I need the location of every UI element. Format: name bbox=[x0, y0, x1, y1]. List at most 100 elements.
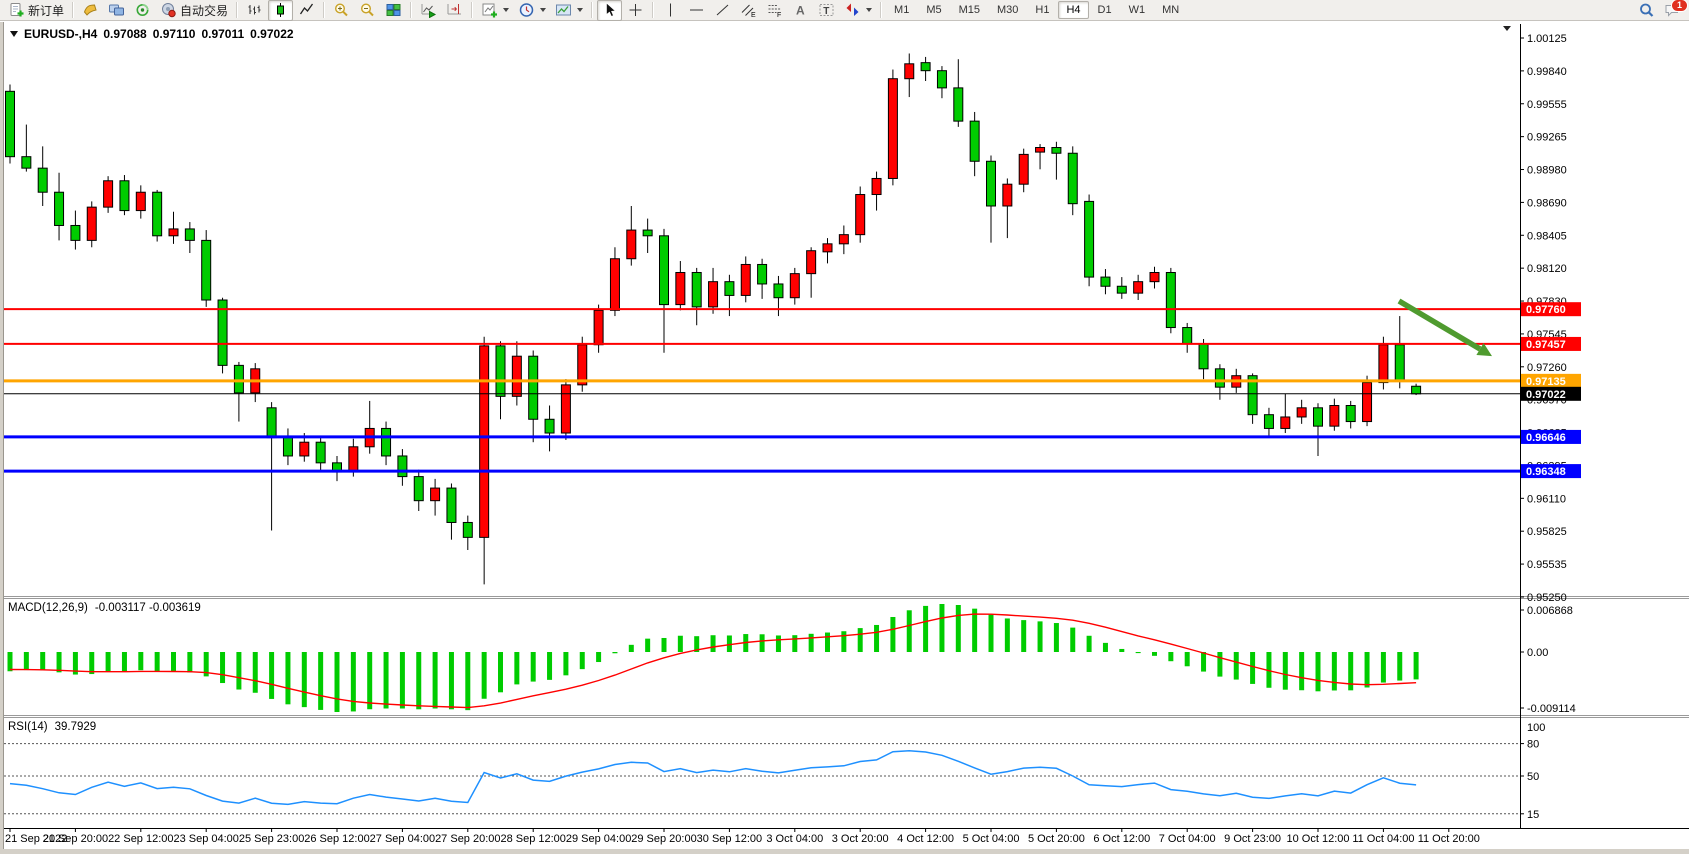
macd-histogram-bar bbox=[596, 652, 602, 663]
text-button[interactable]: A bbox=[788, 0, 813, 21]
trend-arrow-head[interactable] bbox=[1476, 343, 1492, 357]
timeframe-button-m5[interactable]: M5 bbox=[926, 4, 942, 16]
candle-up bbox=[1378, 344, 1389, 384]
new-order-button[interactable]: 新订单 bbox=[4, 0, 68, 21]
zoom-out-button[interactable] bbox=[355, 0, 380, 21]
price-badge bbox=[1521, 429, 1581, 444]
macd-histogram-bar bbox=[220, 652, 226, 684]
candle-down bbox=[184, 228, 195, 241]
candle-down bbox=[282, 437, 293, 457]
autotrading-icon bbox=[162, 3, 176, 18]
timeframe-button-m30[interactable]: M30 bbox=[997, 4, 1019, 16]
timeframe-button-m15[interactable]: M15 bbox=[958, 4, 980, 16]
candle-down bbox=[315, 441, 326, 464]
new-chart-icon bbox=[482, 3, 498, 18]
candle-up bbox=[479, 345, 490, 538]
timeframe-button-d1[interactable]: D1 bbox=[1097, 4, 1112, 16]
candle-up bbox=[838, 234, 849, 245]
candle-up bbox=[348, 446, 359, 473]
notification-badge: 1 bbox=[1671, 0, 1688, 12]
svg-text:F: F bbox=[777, 12, 781, 18]
zoom-in-icon bbox=[335, 3, 348, 17]
candle-down bbox=[1084, 200, 1095, 278]
notifications-button[interactable]: 1 bbox=[1660, 0, 1688, 21]
auto-scroll-button[interactable] bbox=[416, 0, 441, 21]
symbol-dropdown-icon[interactable] bbox=[10, 31, 18, 37]
svg-text:T: T bbox=[823, 6, 829, 17]
timeframe-button-m1[interactable]: M1 bbox=[894, 4, 910, 16]
candle-down bbox=[397, 455, 408, 478]
announcement-button[interactable] bbox=[78, 0, 103, 21]
crosshair-button[interactable] bbox=[623, 0, 648, 21]
macd-histogram-bar bbox=[612, 652, 618, 654]
macd-histogram-bar bbox=[23, 652, 29, 671]
tile-windows-button[interactable] bbox=[381, 0, 406, 21]
terminal-button[interactable] bbox=[104, 0, 129, 21]
trendline-icon bbox=[716, 4, 729, 16]
new-chart-button[interactable] bbox=[477, 0, 513, 21]
candle-down bbox=[1263, 414, 1274, 429]
candle-up bbox=[1362, 382, 1373, 423]
trendline-button[interactable] bbox=[710, 0, 735, 21]
templates-button[interactable] bbox=[551, 0, 587, 21]
candle-down bbox=[691, 271, 702, 308]
price-badge-label: 0.97022 bbox=[1526, 389, 1566, 401]
ohlc-close: 0.97022 bbox=[250, 27, 294, 41]
chevron-down-icon bbox=[540, 8, 547, 12]
rsi-name: RSI(14) bbox=[8, 721, 48, 733]
time-tick-label: 3 Oct 20:00 bbox=[832, 833, 889, 845]
sonar-icon bbox=[136, 4, 149, 16]
search-button[interactable] bbox=[1634, 0, 1659, 21]
candle-up bbox=[626, 229, 637, 260]
macd-histogram-bar bbox=[252, 652, 258, 693]
price-tick-label: 1.00125 bbox=[1527, 33, 1567, 45]
bar-chart-button[interactable] bbox=[242, 0, 267, 21]
cursor-button[interactable] bbox=[597, 0, 623, 21]
periods-button[interactable] bbox=[514, 0, 550, 21]
price-badge-label: 0.97135 bbox=[1526, 376, 1566, 388]
time-tick-label: 11 Oct 04:00 bbox=[1352, 833, 1414, 845]
candle-down bbox=[54, 191, 65, 226]
fibonacci-button[interactable]: F bbox=[762, 0, 787, 21]
macd-histogram-bar bbox=[792, 635, 798, 652]
candle-down bbox=[1067, 152, 1078, 205]
time-tick-label: 27 Sep 20:00 bbox=[435, 833, 500, 845]
horizontal-line-button[interactable] bbox=[684, 0, 709, 21]
candle-down bbox=[462, 521, 473, 538]
timeframe-button-h4[interactable]: H4 bbox=[1058, 1, 1089, 19]
timeframe-button-mn[interactable]: MN bbox=[1162, 4, 1180, 16]
vertical-line-button[interactable] bbox=[658, 0, 683, 21]
candle-down bbox=[1116, 285, 1127, 294]
macd-scale-label: -0.009114 bbox=[1527, 703, 1576, 715]
trend-arrow[interactable] bbox=[1397, 298, 1482, 352]
candle-up bbox=[740, 263, 751, 296]
time-tick-label: 4 Oct 12:00 bbox=[897, 833, 954, 845]
autotrading-button[interactable]: 自动交易 bbox=[156, 0, 232, 21]
candle-down bbox=[773, 283, 784, 299]
chevron-down-icon bbox=[577, 8, 584, 12]
chart-shift-button[interactable] bbox=[442, 0, 467, 21]
scroll-to-end-icon[interactable] bbox=[1503, 26, 1511, 31]
time-tick-label: 21 Sep 2022 bbox=[5, 833, 67, 845]
time-tick-label: 6 Oct 12:00 bbox=[1093, 833, 1150, 845]
candlestick-chart-button[interactable] bbox=[268, 0, 294, 21]
candle-down bbox=[233, 364, 244, 394]
timeframe-button-h1[interactable]: H1 bbox=[1035, 4, 1050, 16]
candle-down bbox=[1345, 405, 1356, 423]
macd-histogram-bar bbox=[1380, 652, 1386, 683]
text-label-button[interactable]: T bbox=[814, 0, 839, 21]
line-chart-button[interactable] bbox=[294, 0, 319, 21]
macd-histogram-bar bbox=[1266, 652, 1272, 688]
equidistant-channel-button[interactable]: E bbox=[736, 0, 761, 21]
toolbar-separator bbox=[72, 2, 75, 18]
time-tick-label: 22 Sep 12:00 bbox=[108, 833, 173, 845]
candle-down bbox=[1394, 344, 1405, 382]
macd-histogram-bar bbox=[1250, 652, 1256, 684]
candle-down bbox=[953, 87, 964, 122]
signals-button[interactable] bbox=[130, 0, 155, 21]
timeframe-button-w1[interactable]: W1 bbox=[1128, 4, 1146, 16]
arrows-objects-button[interactable] bbox=[840, 0, 876, 21]
rsi-scale-label: 100 bbox=[1527, 722, 1545, 734]
zoom-in-button[interactable] bbox=[329, 0, 354, 21]
